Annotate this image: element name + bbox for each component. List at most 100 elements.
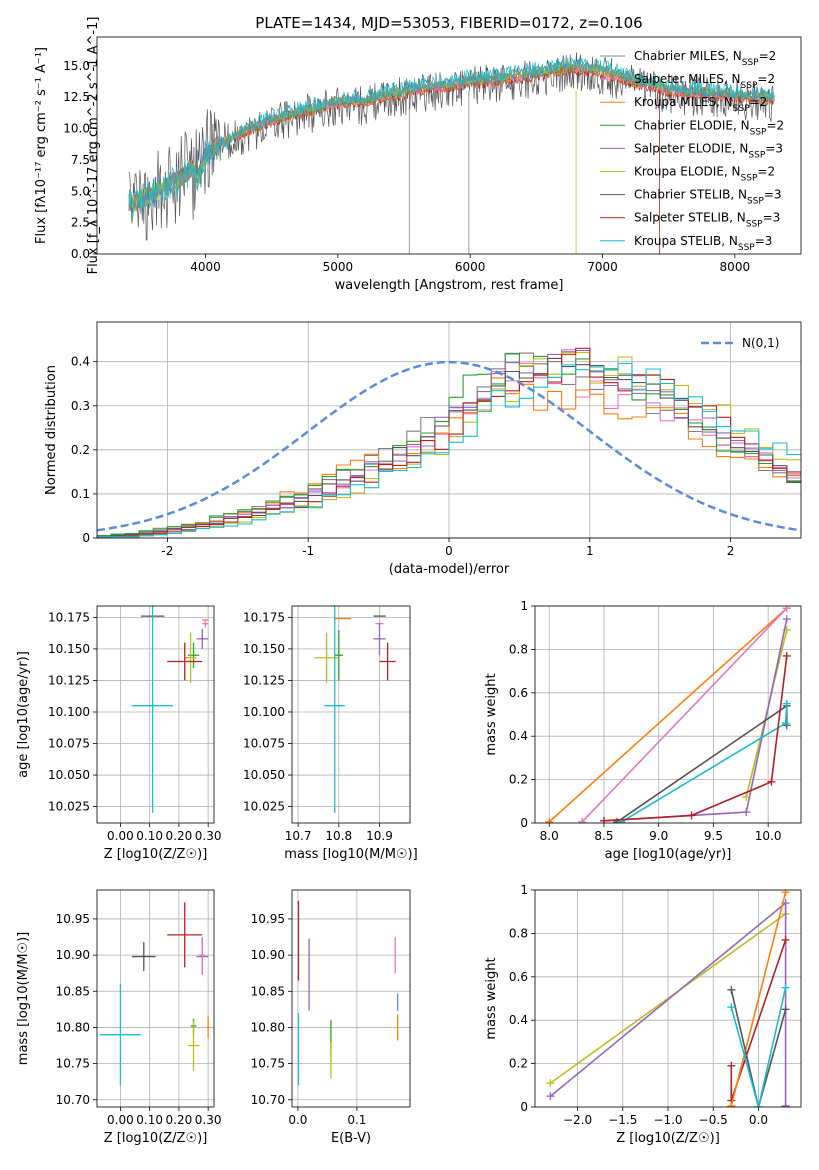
histogram-kroupa-elodie: [97, 351, 801, 538]
x-axis-label: E(B-V): [331, 1131, 371, 1146]
panel-weight_vs_Z: −2.0 −1.5 −1.0 −0.5 0.0 0 0.2 0.4 0.6 0.8 1 Z [log1…: [484, 883, 802, 1146]
y-tick-label: 0.4: [71, 355, 90, 369]
y-tick-label: 1: [520, 599, 528, 613]
y-tick-label: 10.80: [56, 1020, 90, 1034]
histogram-chabrier-stelib: [97, 357, 801, 538]
plot-area: [297, 900, 399, 1086]
plot-area: [97, 347, 801, 538]
y-tick-label: 10.70: [251, 1093, 285, 1107]
panel-residuals: -2 -1 0 1 2 0 0.1 0.2 0.3 0.4 (data-model)/error No…: [44, 321, 802, 577]
x-tick-label: 0.10: [136, 1113, 163, 1127]
y-tick-label: 10.050: [243, 768, 285, 782]
x-tick-label: 10.8: [325, 829, 352, 843]
x-tick-label: 0.00: [107, 1113, 134, 1127]
y-tick-label: 0.8: [509, 642, 528, 656]
y-axis-label: Flux [fλ10⁻¹⁷ erg cm⁻² s⁻¹ A⁻¹]: [34, 47, 49, 244]
panel-weight_vs_age: 8.0 8.5 9.0 9.5 10.0 0 0.2 0.4 0.6 0.8 1 age [log10…: [484, 599, 802, 862]
x-tick-label: -2: [161, 544, 173, 558]
x-tick-label: 0.1: [347, 1113, 366, 1127]
panel-age_vs_mass: 10.7 10.8 10.9 10.025 10.050 10.075 10.100 10.1…: [243, 605, 418, 862]
x-axis-label: age [log10(age/yr)]: [605, 847, 732, 862]
x-tick-label: 8.0: [540, 829, 559, 843]
y-tick-label: 10.95: [56, 912, 90, 926]
y-tick-label: 0.2: [71, 443, 90, 457]
x-tick-label: 7000: [587, 260, 618, 274]
y-tick-label: 10.025: [243, 800, 285, 814]
y-tick-label: 10.85: [56, 984, 90, 998]
x-tick-label: 0.20: [166, 1113, 193, 1127]
legend-label: Salpeter STELIB, NSSP=3: [634, 211, 780, 230]
y-tick-label: 10.075: [48, 737, 90, 751]
x-axis-label: Z [log10(Z/Z☉)]: [616, 1131, 720, 1146]
y-tick-label: 10.125: [243, 673, 285, 687]
y-tick-label: 10.90: [56, 948, 90, 962]
y-tick-label: 0.4: [509, 729, 528, 743]
y-axis-label: mass [log10(M/M☉)]: [16, 932, 31, 1065]
legend-label: Kroupa ELODIE, NSSP=2: [634, 165, 775, 184]
y-tick-label: 10.100: [243, 705, 285, 719]
x-tick-label: 0.30: [195, 1113, 222, 1127]
legend-label: Kroupa MILES, NSSP=2: [634, 95, 767, 114]
panel-mass_vs_ebv: 0.0 0.1 10.70 10.75 10.80 10.85 10.90 10.95 E(B-…: [251, 889, 411, 1146]
weight-line-salpeter-miles: [581, 607, 788, 823]
x-tick-label: −0.5: [699, 1113, 728, 1127]
axes-frame: [96, 605, 215, 824]
y-tick-label: 2.5: [71, 216, 90, 230]
gaussian-curve: [97, 360, 801, 532]
legend-label: N(0,1): [742, 336, 779, 350]
y-tick-label: 0.8: [509, 926, 528, 940]
y-tick-label: 10.0: [63, 122, 90, 136]
plot-area: [314, 606, 396, 813]
histogram-kroupa-stelib: [97, 362, 801, 538]
figure-title: PLATE=1434, MJD=53053, FIBERID=0172, z=0…: [255, 14, 642, 32]
axes-frame: [96, 36, 802, 255]
y-tick-label: 0.6: [509, 686, 528, 700]
x-tick-label: 4000: [190, 260, 221, 274]
y-tick-label: 10.050: [48, 768, 90, 782]
x-tick-label: 0.00: [107, 829, 134, 843]
y-tick-label: 0.4: [509, 1013, 528, 1027]
y-tick-label: 10.85: [251, 984, 285, 998]
x-tick-label: 8000: [720, 260, 751, 274]
y-tick-label: 10.75: [251, 1057, 285, 1071]
axes-frame: [96, 321, 802, 539]
x-tick-label: 9.0: [649, 829, 668, 843]
x-tick-label: 10.0: [755, 829, 782, 843]
x-tick-label: 0.30: [195, 829, 222, 843]
y-tick-label: 10.150: [48, 642, 90, 656]
x-tick-label: 0.0: [288, 1113, 307, 1127]
plot-area: [128, 52, 775, 254]
spectrum-series-kroupa-stelib: [128, 56, 775, 219]
y-axis-label: mass weight: [484, 673, 499, 755]
x-axis-label: mass [log10(M/M☉)]: [284, 847, 417, 862]
legend-label: Chabrier ELODIE, NSSP=2: [634, 118, 784, 137]
x-tick-label: 1: [586, 544, 594, 558]
y-tick-label: 1: [520, 883, 528, 897]
y-tick-label: 0: [520, 816, 528, 830]
y-tick-label: 0.6: [509, 970, 528, 984]
x-axis-label: wavelength [Angstrom, rest frame]: [335, 278, 564, 293]
axes-frame: [96, 889, 215, 1108]
legend-label: Chabrier MILES, NSSP=2: [634, 49, 776, 68]
x-tick-label: −1.0: [653, 1113, 682, 1127]
weight-line-kroupa-stelib: [730, 987, 787, 1107]
legend-label: Salpeter ELODIE, NSSP=3: [634, 141, 783, 160]
x-tick-label: 5000: [323, 260, 354, 274]
y-tick-label: 7.5: [71, 153, 90, 167]
y-tick-label: 10.150: [243, 642, 285, 656]
axes-frame: [534, 605, 802, 824]
plot-area: [99, 902, 210, 1086]
y-tick-label: 0.2: [509, 773, 528, 787]
y-tick-label: 0.0: [71, 247, 90, 261]
x-axis-label: (data-model)/error: [389, 562, 510, 577]
y-tick-label: 0: [520, 1100, 528, 1114]
y-tick-label: 10.70: [56, 1093, 90, 1107]
x-tick-label: 0.10: [136, 829, 163, 843]
x-tick-label: −2.0: [563, 1113, 592, 1127]
legend-label: Chabrier STELIB, NSSP=3: [634, 188, 782, 207]
y-axis-label: mass weight: [484, 957, 499, 1039]
y-tick-label: 10.075: [243, 737, 285, 751]
x-tick-label: 0.0: [749, 1113, 768, 1127]
x-tick-label: 8.5: [594, 829, 613, 843]
